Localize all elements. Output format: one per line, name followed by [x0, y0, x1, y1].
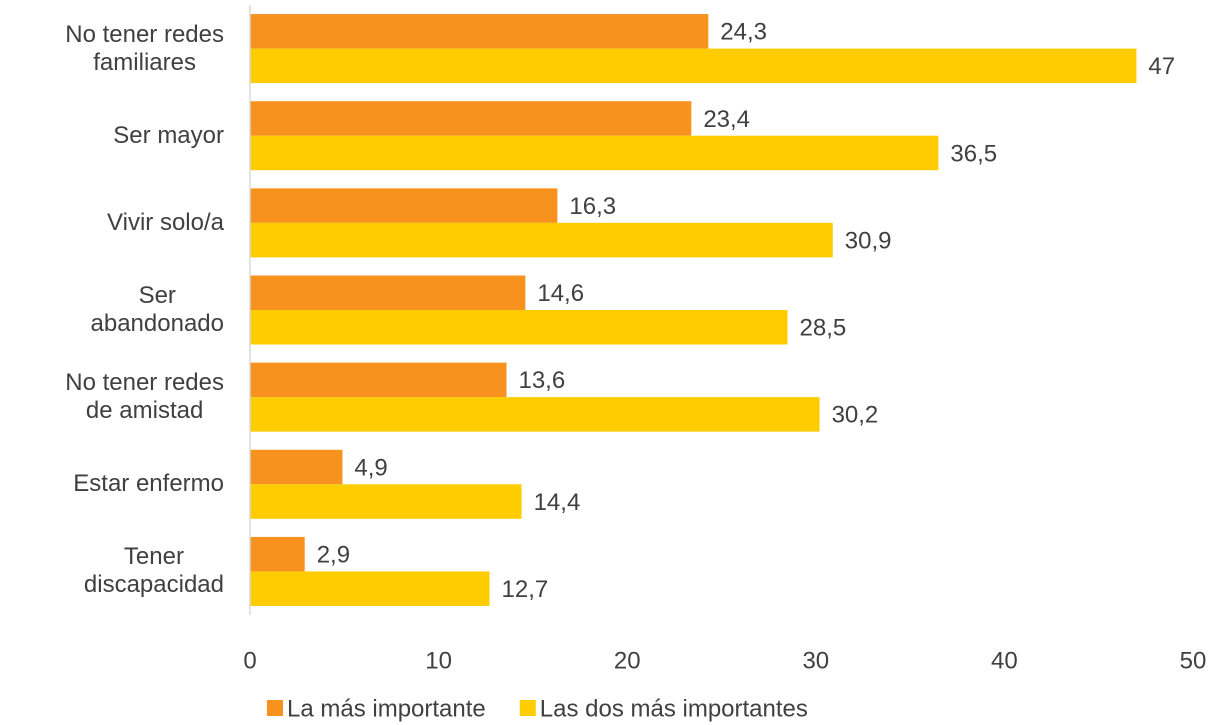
- data-label: 2,9: [317, 542, 350, 569]
- bar: [250, 135, 939, 171]
- bar: [250, 48, 1137, 84]
- data-label: 47: [1148, 53, 1175, 80]
- bar: [250, 449, 343, 485]
- x-tick-label: 50: [1180, 647, 1207, 674]
- data-label: 12,7: [502, 576, 549, 603]
- x-tick-label: 0: [243, 647, 256, 674]
- x-tick-label: 20: [614, 647, 641, 674]
- data-label: 30,9: [845, 227, 892, 254]
- bar: [250, 536, 305, 572]
- data-label: 28,5: [800, 315, 847, 342]
- data-label: 16,3: [569, 193, 616, 220]
- y-tick-label: Tener discapacidad: [83, 543, 224, 599]
- y-tick-label: Vivir solo/a: [107, 208, 224, 236]
- data-label: 23,4: [703, 106, 750, 133]
- bar: [250, 397, 820, 432]
- y-tick-label: Estar enfermo: [73, 470, 224, 498]
- data-label: 4,9: [354, 454, 387, 481]
- bar: [250, 188, 558, 223]
- data-label: 14,4: [534, 489, 581, 516]
- y-tick-label: No tener redes de amistad: [65, 369, 224, 425]
- bar: [250, 101, 692, 136]
- bar: [250, 222, 833, 258]
- legend-label: Las dos más importantes: [540, 695, 808, 722]
- bar: [250, 571, 490, 606]
- bar: [250, 484, 522, 519]
- data-label: 24,3: [720, 19, 767, 46]
- data-label: 13,6: [518, 367, 565, 394]
- legend-label: La más importante: [287, 695, 486, 722]
- y-tick-label: Ser abandonado: [90, 282, 224, 337]
- legend-swatch: [519, 700, 536, 716]
- bar: [250, 362, 507, 398]
- x-tick-label: 40: [991, 647, 1018, 674]
- x-tick-label: 10: [425, 647, 452, 674]
- bar: [250, 310, 788, 345]
- legend-swatch: [267, 700, 283, 716]
- data-label: 14,6: [537, 280, 584, 307]
- bar: [250, 14, 709, 49]
- data-label: 36,5: [950, 140, 997, 167]
- y-tick-label: Ser mayor: [113, 121, 224, 149]
- bar: [250, 275, 526, 310]
- data-label: 30,2: [832, 402, 879, 429]
- y-tick-label: No tener redes familiares: [65, 20, 224, 76]
- x-tick-label: 30: [802, 647, 829, 674]
